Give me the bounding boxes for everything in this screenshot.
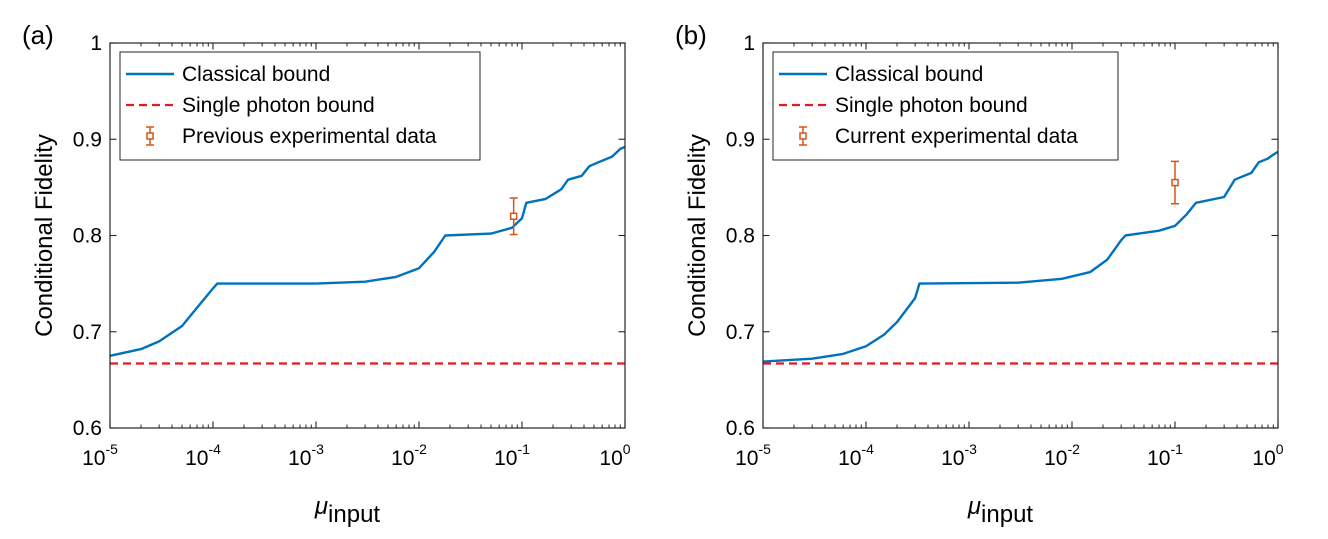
x-tick-exponent: -5	[758, 441, 771, 457]
x-tick-exponent: -2	[414, 441, 427, 457]
x-tick-label: 10-1	[494, 441, 530, 470]
x-tick-exponent: 0	[1276, 441, 1284, 457]
x-tick-label: 10-5	[82, 441, 118, 470]
classical-bound-line	[762, 150, 1279, 363]
x-tick-exponent: -3	[311, 441, 324, 457]
x-tick-label: 10-3	[288, 441, 324, 470]
legend-label: Classical bound	[835, 63, 983, 86]
x-axis-label: μinput	[967, 493, 1034, 528]
legend-box	[119, 51, 481, 161]
experimental-data-point	[1171, 160, 1179, 205]
legend-box	[772, 51, 1119, 161]
x-tick-base: 10	[1147, 447, 1170, 470]
x-tick-label: 10-2	[1044, 441, 1080, 470]
x-tick-base: 10	[494, 447, 517, 470]
y-tick-label: 0.8	[726, 225, 755, 248]
x-tick-exponent: -5	[105, 441, 118, 457]
panel-label: (a)	[22, 20, 54, 50]
x-axis-subscript: input	[981, 501, 1033, 528]
x-tick-exponent: -2	[1067, 441, 1080, 457]
classical-bound-line	[109, 145, 626, 357]
panel-b: 10-5 10-4 10-3 10-2 10-1 1000.60.70.80.91Clas…	[675, 20, 1284, 528]
x-tick-label: 100	[1252, 441, 1283, 470]
panel-a: 10-5 10-4 10-3 10-2 10-1 1000.60.70.80.91Clas…	[22, 20, 631, 528]
x-tick-base: 10	[735, 447, 758, 470]
x-tick-label: 100	[599, 441, 630, 470]
data-marker-square	[509, 212, 518, 220]
x-tick-exponent: -1	[1170, 441, 1183, 457]
x-tick-base: 10	[82, 447, 105, 470]
legend: Classical bound Single photon bound Curren…	[772, 51, 1119, 161]
legend: Classical bound Single photon bound Previo…	[119, 51, 481, 161]
legend-label: Classical bound	[182, 63, 330, 86]
x-axis-symbol: μ	[967, 493, 981, 520]
x-tick-base: 10	[599, 447, 622, 470]
y-tick-label: 0.9	[73, 128, 102, 151]
legend-marker-experimental-data	[799, 126, 807, 146]
y-tick-label: 0.7	[726, 321, 755, 344]
y-axis-label: Conditional Fidelity	[31, 134, 58, 337]
data-marker-square	[1171, 178, 1179, 187]
x-tick-exponent: -4	[208, 441, 221, 457]
y-tick-label: 0.6	[726, 417, 755, 440]
legend-label: Single photon bound	[835, 94, 1028, 117]
y-tick-label: 0.9	[726, 128, 755, 151]
x-tick-base: 10	[838, 447, 861, 470]
x-tick-label: 10-5	[735, 441, 771, 470]
x-tick-exponent: -1	[517, 441, 530, 457]
panel-label: (b)	[675, 20, 707, 50]
x-tick-label: 10-4	[838, 441, 874, 470]
x-tick-base: 10	[941, 447, 964, 470]
y-tick-label: 1	[743, 32, 755, 55]
y-axis-label: Conditional Fidelity	[684, 134, 711, 337]
y-tick-label: 0.6	[73, 417, 102, 440]
y-tick-label: 0.7	[73, 321, 102, 344]
axes-frame	[109, 42, 626, 429]
x-tick-exponent: -3	[964, 441, 977, 457]
x-tick-base: 10	[391, 447, 414, 470]
x-tick-base: 10	[288, 447, 311, 470]
x-tick-exponent: 0	[623, 441, 631, 457]
x-tick-label: 10-1	[1147, 441, 1183, 470]
x-tick-exponent: -4	[861, 441, 874, 457]
x-axis-symbol: μ	[314, 493, 328, 520]
x-axis-subscript: input	[328, 501, 380, 528]
x-axis-label: μinput	[314, 493, 381, 528]
x-tick-base: 10	[1252, 447, 1275, 470]
y-tick-label: 0.8	[73, 225, 102, 248]
x-tick-base: 10	[1044, 447, 1067, 470]
x-tick-label: 10-2	[391, 441, 427, 470]
axes-frame	[762, 42, 1279, 429]
legend-label: Single photon bound	[182, 94, 375, 117]
x-tick-base: 10	[185, 447, 208, 470]
x-tick-label: 10-4	[185, 441, 221, 470]
experimental-data-point	[509, 197, 518, 236]
y-tick-label: 1	[90, 32, 102, 55]
x-tick-label: 10-3	[941, 441, 977, 470]
legend-square	[146, 132, 154, 140]
legend-marker-experimental-data	[146, 126, 154, 146]
legend-label: Current experimental data	[835, 125, 1078, 148]
legend-label: Previous experimental data	[182, 125, 437, 148]
legend-square	[799, 132, 807, 140]
